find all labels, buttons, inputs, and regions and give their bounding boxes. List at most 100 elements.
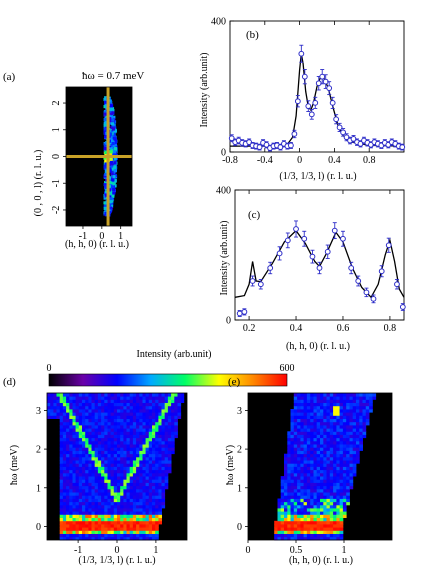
panel-d-pixel: [66, 428, 70, 432]
panel-a-pixel: [109, 104, 114, 108]
panel-d-pixel: [107, 469, 112, 474]
panel-d-pixel: [145, 425, 150, 429]
panel-d-pixel: [164, 402, 169, 407]
panel-e-pixel: [300, 511, 305, 515]
panel-d-pixel: [164, 469, 169, 474]
panel-d-pixel: [107, 514, 112, 518]
panel-d-pixel: [72, 396, 77, 400]
panel-e-pixel: [352, 469, 357, 474]
panel-d-pixel: [132, 472, 137, 477]
panel-d-pixel: [126, 409, 131, 413]
panel-e-pixel: [287, 488, 291, 493]
panel-e-pixel: [352, 409, 357, 413]
panel-d-pixel: [85, 533, 89, 538]
panel-d-pixel: [117, 488, 121, 493]
panel-e-pixel: [342, 405, 347, 410]
panel-d-pixel: [120, 472, 124, 477]
panel-d-pixel: [145, 488, 150, 493]
panel-d-pixel: [117, 492, 121, 496]
panel-d-pixel: [148, 533, 153, 538]
panel-b-ylabel: Intensity (arb.unit): [199, 53, 210, 128]
panel-e-pixel: [329, 402, 334, 407]
panel-d-pixel: [104, 450, 108, 455]
panel-d-pixel: [101, 524, 105, 528]
panel-d-pixel: [88, 508, 92, 512]
panel-e-pixel: [297, 485, 301, 490]
panel-d-pixel: [72, 460, 77, 464]
panel-d-pixel: [123, 421, 127, 426]
panel-e-pixel: [287, 504, 291, 509]
panel-e-pixel: [287, 463, 291, 467]
panel-d-pixel: [136, 466, 140, 471]
panel-d-pixel: [69, 485, 73, 490]
panel-e-pixel: [323, 472, 327, 477]
panel-e-pixel: [329, 530, 334, 534]
panel-d-pixel: [75, 533, 80, 538]
panel-d-pixel: [78, 530, 83, 534]
panel-d-pixel: [123, 511, 127, 515]
panel-d-pixel: [136, 434, 140, 439]
panel-d-pixel: [117, 444, 121, 448]
panel-e-pixel: [336, 536, 341, 541]
panel-e-pixel: [293, 476, 298, 480]
panel-e-pixel: [326, 520, 331, 525]
panel-e-pixel: [336, 517, 341, 522]
panel-b-point: [329, 99, 336, 106]
panel-d-pixel: [123, 504, 127, 509]
panel-a-pixel: [109, 108, 113, 112]
panel-e-pixel: [339, 479, 344, 483]
panel-e-pixel: [365, 399, 370, 403]
panel-e-pixel: [290, 495, 295, 499]
panel-d-pixel: [62, 508, 67, 512]
panel-d-pixel: [132, 482, 137, 487]
panel-e-pixel: [326, 402, 331, 407]
panel-e-pixel: [336, 524, 341, 528]
panel-d-pixel: [91, 466, 96, 471]
panel-d-pixel: [66, 482, 70, 487]
panel-d-pixel: [139, 393, 143, 397]
panel-e-pixel: [274, 530, 278, 534]
panel-d-pixel: [136, 482, 140, 487]
panel-e-pixel: [297, 421, 301, 426]
panel-d-pixel: [129, 431, 134, 435]
panel-e-pixel: [306, 456, 311, 461]
panel-d-pixel: [107, 456, 112, 461]
panel-d-pixel: [69, 536, 73, 541]
panel-d-pixel: [129, 434, 134, 439]
panel-d-pixel: [88, 495, 92, 499]
panel-e-pixel: [365, 415, 370, 419]
panel-e-pixel: [339, 514, 344, 518]
panel-d-pixel: [85, 412, 89, 416]
panel-a-pixel: [103, 206, 107, 211]
panel-d-pixel: [72, 517, 77, 522]
panel-d-pixel: [59, 463, 64, 467]
panel-d-pixel: [85, 472, 89, 477]
panel-d-pixel: [53, 396, 57, 400]
panel-d-pixel: [85, 428, 89, 432]
panel-d-pixel: [152, 405, 156, 410]
panel-d-pixel: [72, 472, 77, 477]
panel-e-pixel: [349, 450, 354, 455]
panel-a-pixel: [109, 135, 113, 139]
panel-e-pixel: [336, 409, 341, 413]
panel-c-frame: [234, 189, 405, 321]
panel-d-ytick-label: 2: [36, 445, 41, 456]
panel-e-pixel: [300, 488, 305, 493]
panel-d-pixel: [139, 498, 143, 503]
panel-d-pixel: [69, 511, 73, 515]
panel-d-pixel: [164, 463, 169, 467]
panel-d-pixel: [113, 514, 118, 518]
panel-d-pixel: [91, 536, 96, 541]
panel-d-pixel: [132, 508, 137, 512]
panel-d-pixel: [120, 393, 124, 397]
panel-e-pixel: [280, 524, 285, 528]
panel-d-pixel: [75, 498, 80, 503]
panel-d-pixel: [129, 393, 134, 397]
panel-d-pixel: [164, 434, 169, 439]
panel-d-pixel: [75, 504, 80, 509]
panel-d-pixel: [97, 476, 102, 480]
panel-e-pixel: [342, 501, 347, 506]
panel-d-pixel: [88, 536, 92, 541]
panel-d-pixel: [110, 434, 115, 439]
panel-e-pixel: [284, 498, 288, 503]
